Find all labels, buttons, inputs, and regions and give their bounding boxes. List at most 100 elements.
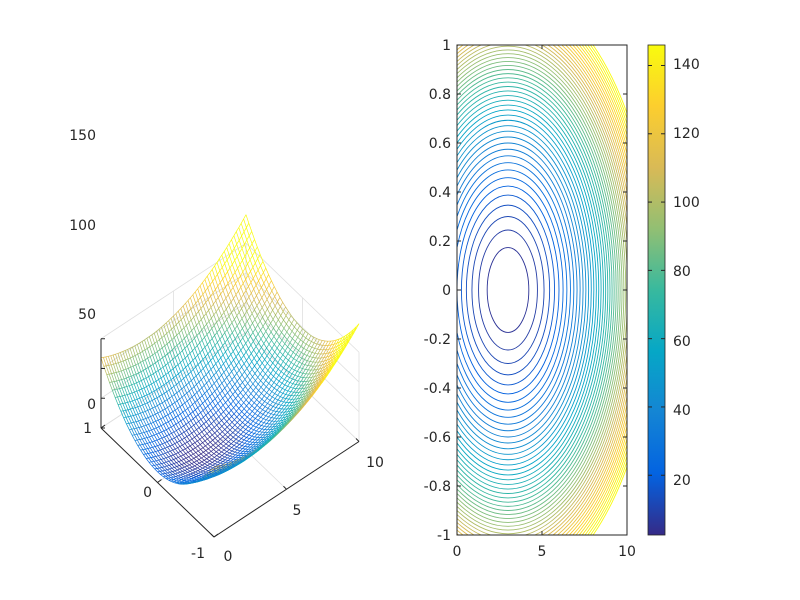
- surface-mesh-line: [269, 310, 273, 315]
- surface-mesh-line: [181, 396, 186, 404]
- surface-mesh-line: [169, 405, 174, 412]
- surface-mesh-line: [235, 290, 239, 295]
- surface-mesh-line: [289, 416, 293, 421]
- surface-mesh-line: [233, 404, 237, 408]
- surface-mesh-line: [181, 394, 185, 398]
- surface-mesh-line: [165, 322, 170, 332]
- surface-mesh-line: [151, 390, 155, 393]
- surface-mesh-line: [306, 395, 310, 400]
- surface-mesh-line: [178, 477, 181, 479]
- surface-mesh-line: [196, 462, 200, 465]
- surface-mesh-line: [241, 314, 245, 319]
- surface-mesh-line: [260, 276, 265, 284]
- surface-mesh-line: [201, 376, 205, 380]
- surface-mesh-line: [350, 330, 355, 336]
- surface-mesh-line: [257, 330, 261, 335]
- surface-mesh-line: [302, 369, 306, 374]
- surface-mesh-line: [266, 398, 271, 401]
- surface-mesh-line: [175, 313, 180, 323]
- surface-mesh-line: [186, 461, 190, 466]
- surface-mesh-line: [204, 463, 208, 466]
- surface-mesh-line: [205, 405, 209, 409]
- surface-mesh-line: [211, 458, 215, 462]
- surface-mesh-line: [276, 389, 281, 393]
- surface-mesh-line: [213, 372, 217, 376]
- surface-mesh-line: [254, 433, 258, 435]
- surface-mesh-line: [197, 405, 201, 408]
- surface-mesh-line: [199, 397, 203, 404]
- surface-mesh-line: [266, 289, 270, 296]
- surface-mesh-line: [276, 381, 280, 385]
- surface-mesh-line: [263, 380, 267, 385]
- surface-mesh-line: [147, 417, 152, 424]
- surface-mesh-line: [292, 383, 296, 385]
- surface-mesh-line: [268, 416, 272, 418]
- surface-mesh-line: [202, 359, 207, 366]
- surface-mesh-line: [165, 414, 169, 417]
- surface-mesh-line: [194, 465, 198, 469]
- surface-mesh-line: [322, 340, 326, 346]
- surface-mesh-line: [204, 433, 208, 436]
- surface-mesh-line: [138, 371, 142, 374]
- surface-mesh-line: [227, 345, 231, 349]
- surface-mesh-line: [228, 406, 232, 411]
- surface-mesh-line: [299, 405, 303, 410]
- surface-mesh-line: [242, 343, 246, 348]
- surface-mesh-line: [265, 327, 269, 332]
- surface-mesh-line: [252, 251, 256, 256]
- surface-mesh-line: [218, 369, 222, 376]
- surface-mesh-line: [170, 454, 174, 457]
- surface-mesh-line: [209, 350, 214, 358]
- surface-mesh-line: [269, 304, 273, 311]
- surface-mesh-line: [122, 360, 127, 370]
- surface-mesh-line: [269, 399, 273, 403]
- surface-mesh-line: [125, 367, 129, 370]
- surface-mesh-line: [265, 376, 269, 381]
- surface-mesh-line: [176, 384, 180, 392]
- surface-mesh-line: [261, 395, 265, 400]
- surface-mesh-line: [193, 453, 197, 458]
- surface-mesh-line: [257, 254, 261, 259]
- surface-mesh-line: [267, 403, 271, 406]
- surface-mesh-line: [207, 341, 211, 345]
- surface-mesh-line: [222, 290, 227, 299]
- surface-mesh-line: [227, 348, 232, 355]
- surface-mesh-line: [161, 430, 165, 433]
- surface-mesh-line: [201, 385, 205, 389]
- surface-mesh-line: [111, 389, 116, 398]
- surface-mesh-line: [231, 308, 235, 313]
- surface-mesh-line: [317, 371, 321, 376]
- surface-mesh-line: [219, 390, 223, 394]
- surface-mesh-line: [225, 402, 229, 407]
- surface-mesh-line: [237, 419, 240, 423]
- surface-mesh-line: [217, 400, 221, 404]
- surface-mesh-line: [209, 284, 214, 294]
- surface-mesh-line: [192, 466, 196, 470]
- surface-mesh-line: [286, 377, 290, 382]
- surface-mesh-line: [222, 390, 226, 396]
- surface-mesh-line: [157, 370, 162, 379]
- surface-mesh-line: [238, 290, 242, 299]
- surface-mesh-line: [229, 464, 232, 467]
- surface-mesh-line: [227, 392, 231, 398]
- surface-mesh-line: [168, 387, 172, 391]
- surface-mesh-line: [267, 404, 271, 409]
- surface-mesh-line: [310, 361, 314, 367]
- surface-mesh-line: [239, 328, 243, 333]
- surface-mesh-line: [292, 375, 296, 380]
- surface-mesh-line: [134, 390, 138, 393]
- surface-mesh-line: [247, 455, 251, 459]
- surface-mesh-line: [290, 417, 294, 422]
- surface-mesh-line: [263, 267, 267, 273]
- surface-mesh-line: [308, 341, 312, 346]
- surface-mesh-line: [222, 332, 225, 337]
- surface-mesh-line: [270, 327, 274, 333]
- surface-mesh-line: [289, 342, 294, 346]
- surface-mesh-line: [302, 331, 306, 336]
- surface-mesh-line: [229, 322, 233, 327]
- surface-mesh-line: [175, 447, 178, 450]
- surface-mesh-line: [269, 300, 273, 306]
- surface-mesh-line: [262, 377, 267, 381]
- surface-mesh-line: [286, 372, 290, 377]
- surface-mesh-line: [227, 467, 231, 470]
